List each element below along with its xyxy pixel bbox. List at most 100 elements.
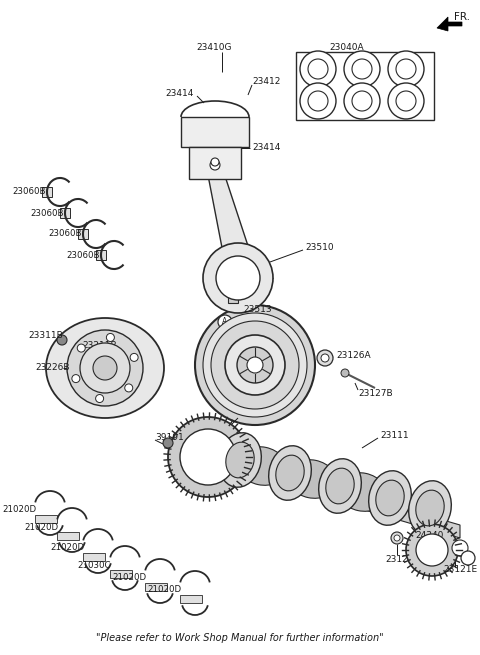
Circle shape — [67, 330, 143, 406]
Bar — [83, 553, 105, 561]
Ellipse shape — [337, 473, 387, 512]
Circle shape — [225, 335, 285, 395]
Circle shape — [300, 51, 336, 87]
Text: 21020D: 21020D — [2, 506, 36, 514]
Ellipse shape — [319, 458, 361, 514]
Ellipse shape — [408, 481, 451, 535]
Text: 23412: 23412 — [252, 77, 280, 86]
Circle shape — [352, 59, 372, 79]
Circle shape — [211, 321, 299, 409]
Ellipse shape — [276, 455, 304, 491]
Circle shape — [341, 369, 349, 377]
Circle shape — [308, 59, 328, 79]
Text: 21020D: 21020D — [112, 574, 146, 582]
Circle shape — [218, 315, 232, 329]
Text: 23121E: 23121E — [443, 565, 477, 574]
Bar — [181, 117, 249, 147]
Text: 23126A: 23126A — [336, 350, 371, 360]
Text: 21020D: 21020D — [147, 586, 181, 595]
Text: 24340: 24340 — [415, 531, 444, 540]
Ellipse shape — [226, 442, 254, 478]
Circle shape — [72, 375, 80, 383]
Circle shape — [344, 51, 380, 87]
Text: 23040A: 23040A — [329, 43, 364, 52]
Circle shape — [237, 347, 273, 383]
Circle shape — [300, 83, 336, 119]
Circle shape — [125, 384, 133, 392]
Ellipse shape — [287, 460, 337, 498]
Text: 39190A: 39190A — [193, 464, 228, 472]
Circle shape — [391, 532, 403, 544]
Circle shape — [211, 158, 219, 166]
Circle shape — [180, 429, 236, 485]
Text: "Please refer to Work Shop Manual for further information": "Please refer to Work Shop Manual for fu… — [96, 633, 384, 643]
Text: 39191: 39191 — [155, 434, 184, 443]
Text: 23060B: 23060B — [30, 208, 63, 217]
Circle shape — [308, 91, 328, 111]
Circle shape — [247, 357, 263, 373]
Bar — [42, 187, 52, 197]
Polygon shape — [207, 170, 252, 258]
Polygon shape — [195, 448, 460, 538]
Bar — [110, 570, 132, 578]
Circle shape — [107, 333, 114, 341]
Circle shape — [80, 343, 130, 393]
Circle shape — [203, 243, 273, 313]
Text: A: A — [466, 553, 470, 563]
Circle shape — [388, 51, 424, 87]
Ellipse shape — [269, 446, 312, 500]
Circle shape — [195, 305, 315, 425]
Circle shape — [344, 83, 380, 119]
Circle shape — [321, 354, 329, 362]
Bar — [180, 595, 202, 603]
Text: FR.: FR. — [454, 12, 470, 22]
Text: 23124B: 23124B — [192, 421, 227, 430]
Text: 23414: 23414 — [165, 88, 193, 98]
Ellipse shape — [46, 318, 164, 418]
Circle shape — [461, 551, 475, 565]
Text: 23127B: 23127B — [358, 388, 393, 398]
Circle shape — [210, 160, 220, 170]
Circle shape — [163, 438, 173, 448]
Circle shape — [168, 417, 248, 497]
Text: 23414: 23414 — [252, 143, 280, 153]
Text: 23510: 23510 — [305, 244, 334, 252]
Text: 23060B: 23060B — [12, 187, 46, 196]
Text: 23311B: 23311B — [28, 331, 63, 339]
Circle shape — [317, 350, 333, 366]
Text: 23060B: 23060B — [48, 229, 82, 238]
Text: 23125: 23125 — [385, 555, 413, 565]
Circle shape — [394, 535, 400, 541]
Text: 23111: 23111 — [380, 430, 408, 440]
Polygon shape — [437, 17, 462, 31]
Ellipse shape — [219, 433, 261, 487]
Ellipse shape — [416, 490, 444, 526]
Circle shape — [130, 354, 138, 362]
Ellipse shape — [369, 471, 411, 525]
Ellipse shape — [376, 480, 404, 516]
Text: 23513: 23513 — [243, 305, 272, 314]
Circle shape — [93, 356, 117, 380]
Text: 21030C: 21030C — [77, 561, 110, 569]
Bar — [296, 52, 434, 120]
Circle shape — [396, 59, 416, 79]
Circle shape — [416, 534, 448, 566]
Text: 23211B: 23211B — [82, 341, 117, 350]
Circle shape — [96, 394, 104, 403]
Circle shape — [406, 524, 458, 576]
Text: A: A — [222, 318, 228, 326]
Bar — [96, 250, 106, 260]
Text: 23410G: 23410G — [196, 43, 231, 52]
Circle shape — [216, 256, 260, 300]
Ellipse shape — [326, 468, 354, 504]
Text: 21020D: 21020D — [24, 523, 58, 531]
Bar — [228, 295, 238, 303]
Circle shape — [352, 91, 372, 111]
Circle shape — [396, 91, 416, 111]
Text: 21020D: 21020D — [50, 544, 84, 553]
Text: 23060B: 23060B — [66, 250, 99, 259]
Circle shape — [77, 344, 85, 352]
Bar — [57, 532, 79, 540]
Bar — [35, 515, 57, 523]
Circle shape — [388, 83, 424, 119]
